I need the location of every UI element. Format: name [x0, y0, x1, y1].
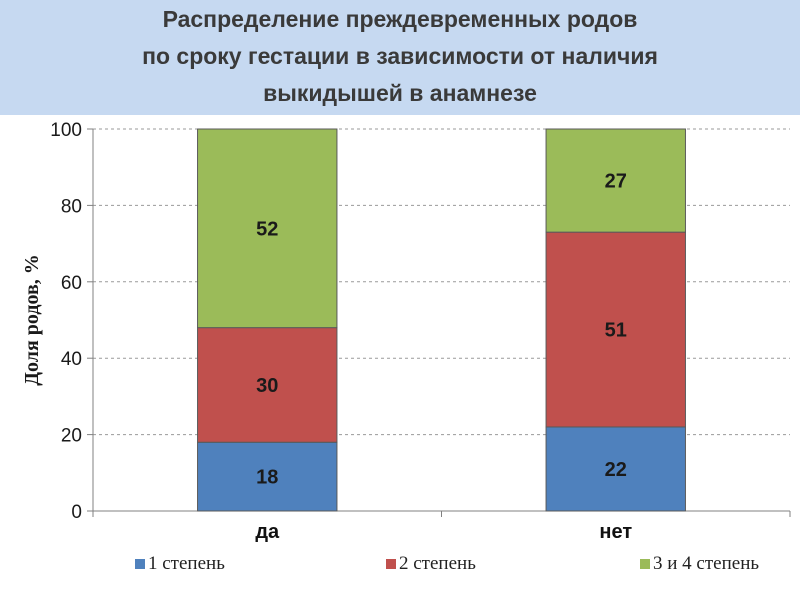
bar-segment [545, 231, 686, 428]
legend-label: 2 степень [399, 553, 476, 574]
bar-segment [197, 327, 338, 443]
data-label: 51 [605, 320, 627, 342]
data-label: 27 [605, 171, 627, 193]
chart-title-line-1: Распределение преждевременных родов [162, 6, 638, 32]
bar-segment [197, 128, 338, 329]
chart-title-line-3: выкидышей в анамнезе [263, 80, 537, 106]
y-axis-label: Доля родов, % [21, 254, 43, 386]
y-tick-label: 0 [71, 502, 82, 523]
data-label: 30 [256, 375, 278, 397]
chart-title-line-2: по сроку гестации в зависимости от налич… [142, 43, 658, 69]
legend-swatch [135, 559, 145, 569]
y-tick-label: 20 [61, 426, 82, 447]
data-label: 52 [256, 218, 278, 240]
y-tick-label: 100 [50, 120, 82, 141]
legend-label: 3 и 4 степень [653, 553, 760, 574]
y-tick-label: 80 [61, 196, 82, 217]
legend-label: 1 степень [148, 553, 225, 574]
legend-item: 3 и 4 степень [640, 553, 759, 575]
x-category-label: нет [599, 521, 632, 543]
data-label: 18 [256, 467, 278, 489]
legend-item: 1 степень [135, 553, 225, 575]
title-band [0, 0, 800, 115]
y-tick-label: 60 [61, 273, 82, 294]
legend-item: 2 степень [386, 553, 476, 575]
legend-swatch [640, 559, 650, 569]
legend-swatch [386, 559, 396, 569]
data-label: 22 [605, 459, 627, 481]
bar-segment [545, 426, 686, 512]
bar-segment [197, 441, 338, 512]
y-tick-label: 40 [61, 349, 82, 370]
x-category-label: да [255, 521, 280, 543]
bar-segment [545, 128, 686, 233]
